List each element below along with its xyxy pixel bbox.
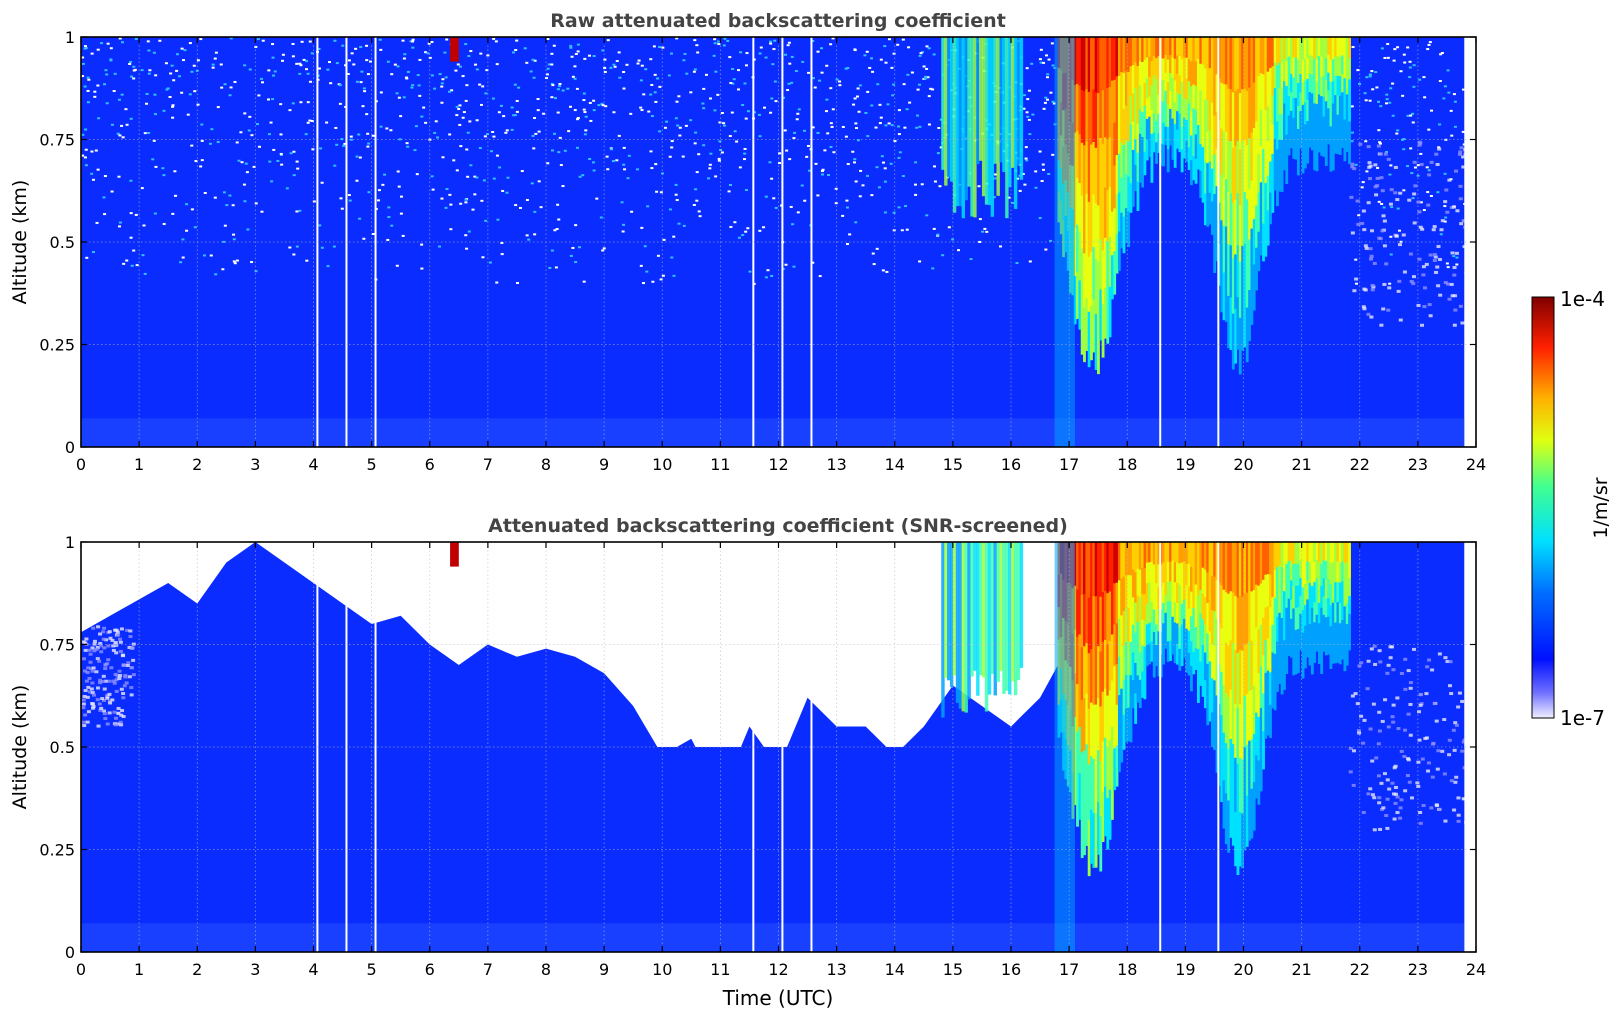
x-tick-label: 24	[1466, 960, 1486, 979]
x-tick-label: 10	[652, 455, 672, 474]
x-tick-label: 23	[1408, 455, 1428, 474]
data-gap-line	[810, 37, 813, 447]
x-tick-label: 2	[192, 455, 202, 474]
x-tick-label: 2	[192, 960, 202, 979]
x-tick-label: 22	[1350, 960, 1370, 979]
data-gap-line	[374, 542, 377, 952]
x-tick-label: 20	[1233, 455, 1253, 474]
colorbar: 1e-4 1e-7 1/m/sr	[1531, 287, 1612, 730]
x-tick-label: 3	[250, 455, 260, 474]
x-tick-label: 7	[483, 960, 493, 979]
panel-raw: Raw attenuated backscattering coefficien…	[9, 10, 1486, 474]
x-axis-label: Time (UTC)	[722, 986, 834, 1010]
panel-screened-y-axis: 0 0.25 0.5 0.75 1	[39, 533, 1476, 962]
precipitation-streaks	[1054, 542, 1351, 952]
x-tick-label: 6	[425, 455, 435, 474]
x-tick-label: 6	[425, 960, 435, 979]
x-tick-label: 16	[1001, 455, 1021, 474]
y-tick-label: 0	[65, 943, 75, 962]
y-tick-label: 0	[65, 438, 75, 457]
panel-raw-ylabel: Altitude (km)	[9, 180, 31, 305]
x-tick-label: 4	[308, 960, 318, 979]
cloud-streaks	[941, 37, 1024, 219]
y-tick-label: 1	[65, 28, 75, 47]
x-tick-label: 1	[134, 455, 144, 474]
panel-screened-x-axis: 0 1 2 3 4 5 6 7 8 9 10 11 12 13 14 15 16 17 18 19 20 21 22 23 24	[76, 542, 1486, 979]
x-tick-label: 13	[826, 455, 846, 474]
x-tick-label: 5	[367, 455, 377, 474]
y-tick-label: 1	[65, 533, 75, 552]
x-tick-label: 9	[599, 960, 609, 979]
x-tick-label: 19	[1175, 960, 1195, 979]
x-tick-label: 22	[1350, 455, 1370, 474]
x-tick-label: 7	[483, 455, 493, 474]
x-tick-label: 20	[1233, 960, 1253, 979]
data-gap-line	[810, 542, 813, 952]
data-gap-line	[374, 37, 377, 447]
panel-screened-ylabel: Altitude (km)	[9, 685, 31, 810]
spike-event	[450, 37, 459, 62]
x-tick-label: 13	[826, 960, 846, 979]
panel-raw-x-axis: 0 1 2 3 4 5 6 7 8 9 10 11 12 13 14 15 16 17 18 19 20 21 22 23 24	[76, 37, 1486, 474]
y-tick-label: 0.75	[39, 636, 75, 655]
spike-event	[450, 542, 459, 567]
colorbar-max-label: 1e-4	[1560, 287, 1605, 311]
x-tick-label: 18	[1117, 960, 1137, 979]
data-gap-line	[1159, 542, 1162, 952]
x-tick-label: 1	[134, 960, 144, 979]
x-tick-label: 16	[1001, 960, 1021, 979]
x-tick-label: 21	[1291, 455, 1311, 474]
colorbar-gradient	[1531, 296, 1555, 719]
x-tick-label: 3	[250, 960, 260, 979]
x-tick-label: 19	[1175, 455, 1195, 474]
x-tick-label: 12	[768, 960, 788, 979]
y-tick-label: 0.5	[50, 738, 75, 757]
x-tick-label: 12	[768, 455, 788, 474]
surface-layer	[81, 923, 1465, 952]
x-tick-label: 9	[599, 455, 609, 474]
x-tick-label: 21	[1291, 960, 1311, 979]
panel-raw-y-axis: 0 0.25 0.5 0.75 1	[39, 28, 1476, 457]
panel-screened-title: Attenuated backscattering coefficient (S…	[488, 515, 1068, 537]
x-tick-label: 8	[541, 960, 551, 979]
x-tick-label: 11	[710, 960, 730, 979]
x-tick-label: 18	[1117, 455, 1137, 474]
colorbar-min-label: 1e-7	[1560, 706, 1605, 730]
x-tick-label: 14	[885, 455, 905, 474]
y-tick-label: 0.25	[39, 336, 75, 355]
x-tick-label: 0	[76, 960, 86, 979]
panel-raw-title: Raw attenuated backscattering coefficien…	[550, 10, 1006, 32]
x-tick-label: 17	[1059, 455, 1079, 474]
x-tick-label: 5	[367, 960, 377, 979]
x-tick-label: 10	[652, 960, 672, 979]
x-tick-label: 4	[308, 455, 318, 474]
panel-screened: Attenuated backscattering coefficient (S…	[9, 515, 1486, 1010]
aerosol-layer	[81, 625, 136, 728]
x-tick-label: 0	[76, 455, 86, 474]
y-tick-label: 0.5	[50, 233, 75, 252]
y-tick-label: 0.25	[39, 841, 75, 860]
x-tick-label: 11	[710, 455, 730, 474]
x-tick-label: 24	[1466, 455, 1486, 474]
surface-layer	[81, 418, 1465, 447]
x-tick-label: 8	[541, 455, 551, 474]
x-tick-label: 14	[885, 960, 905, 979]
x-tick-label: 17	[1059, 960, 1079, 979]
data-gap-line	[1159, 37, 1162, 447]
x-tick-label: 15	[943, 455, 963, 474]
y-tick-label: 0.75	[39, 131, 75, 150]
colorbar-unit-label: 1/m/sr	[1590, 477, 1612, 538]
x-tick-label: 15	[943, 960, 963, 979]
cloud-streaks	[941, 542, 1024, 718]
x-tick-label: 23	[1408, 960, 1428, 979]
aerosol-layer	[1348, 644, 1469, 832]
